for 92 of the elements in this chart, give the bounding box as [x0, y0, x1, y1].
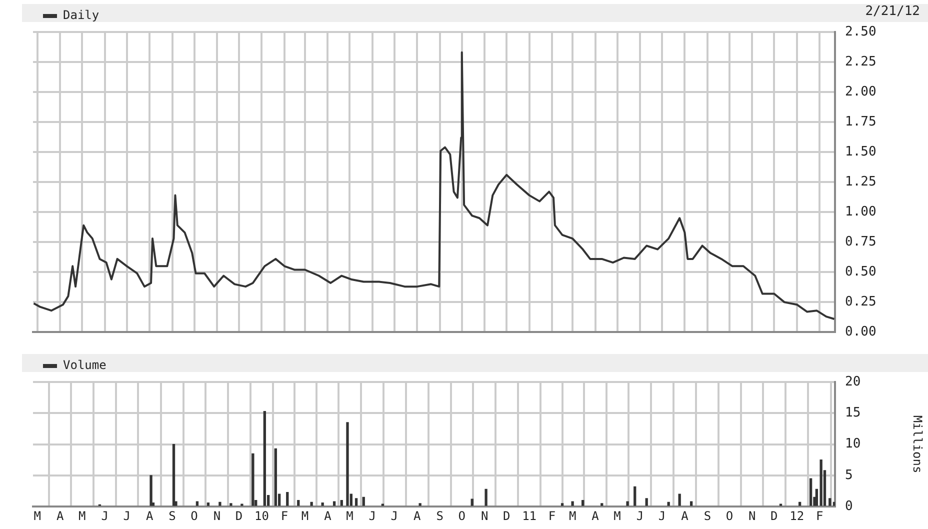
bar — [828, 498, 832, 506]
x-tick-label: 10 — [254, 508, 269, 523]
y-tick-label: 1.25 — [845, 174, 876, 190]
y-tick-label: 15 — [845, 406, 861, 421]
x-tick-label: F — [548, 508, 556, 523]
bar — [484, 488, 488, 506]
x-tick-label: D — [502, 508, 510, 523]
x-tick-label: O — [458, 508, 466, 523]
bar — [340, 500, 343, 506]
x-tick-label: D — [770, 508, 778, 523]
x-tick-label: S — [436, 508, 444, 523]
x-tick-label: J — [636, 508, 644, 523]
bar — [634, 486, 636, 506]
y-tick-label: 2.00 — [845, 84, 876, 100]
y-tick-label: 0.00 — [845, 324, 876, 340]
bar — [172, 444, 176, 506]
x-tick-label: S — [704, 508, 712, 523]
x-tick-label: M — [568, 508, 576, 523]
x-tick-label: A — [681, 508, 690, 523]
bar — [196, 501, 199, 506]
x-tick-label: N — [480, 508, 488, 523]
y-tick-label: 5 — [845, 468, 853, 483]
x-tick-label: J — [123, 508, 130, 523]
y-tick-label: 0.75 — [845, 234, 876, 250]
text: 2/21/12 — [865, 4, 920, 19]
y-tick-label: 1.00 — [845, 204, 876, 220]
x-tick-label: A — [592, 508, 600, 523]
x-tick-label: M — [78, 508, 86, 523]
x-tick-label: J — [368, 508, 376, 523]
bar — [286, 492, 289, 506]
bar — [645, 498, 648, 506]
x-tick-label: J — [390, 508, 398, 523]
x-tick-label: N — [748, 508, 756, 523]
x-tick-label: O — [190, 508, 198, 523]
x-tick-label: 12 — [790, 508, 804, 523]
bar — [206, 502, 210, 506]
y-tick-label: 0 — [845, 498, 853, 514]
bar — [470, 498, 474, 506]
x-tick-label: M — [346, 508, 354, 523]
bar — [690, 501, 693, 506]
x-tick-label: A — [324, 508, 332, 523]
x-tick-label: J — [101, 508, 108, 523]
y-tick-label: 1.75 — [845, 114, 876, 130]
x-tick-label: 11 — [522, 508, 537, 523]
bar — [310, 502, 313, 506]
x-tick-label: D — [235, 508, 243, 523]
bar — [581, 500, 584, 506]
x-tick-label: O — [726, 508, 734, 523]
bar — [418, 503, 422, 506]
x-tick-label: M — [34, 508, 42, 523]
y-tick-label: 2.25 — [845, 54, 876, 70]
bar — [263, 410, 266, 506]
bar — [820, 460, 822, 506]
bar — [230, 503, 232, 506]
bar — [274, 448, 277, 506]
bar — [809, 478, 812, 506]
bar — [798, 502, 802, 506]
y-tick-label: 0.25 — [845, 294, 876, 310]
bar — [571, 501, 574, 506]
bar — [321, 502, 324, 506]
y-tick-label: 20 — [845, 374, 861, 390]
x-tick-label: A — [414, 508, 422, 523]
bar — [560, 503, 564, 506]
bar — [150, 475, 152, 506]
y-tick-label: 1.50 — [845, 144, 876, 160]
y-tick-label: 2.50 — [845, 24, 876, 40]
y-tick-label: 0.50 — [845, 264, 876, 280]
bar — [354, 498, 358, 506]
bar — [218, 502, 222, 506]
legend-label: Daily — [63, 8, 100, 22]
y-tick-label: 10 — [845, 436, 861, 452]
bar — [332, 501, 336, 506]
x-tick-label: F — [280, 508, 288, 523]
bar — [678, 494, 681, 506]
x-tick-label: M — [614, 508, 621, 523]
x-tick-label: J — [658, 508, 666, 523]
bar — [297, 500, 300, 506]
bar — [626, 501, 629, 506]
x-tick-label: M — [301, 508, 309, 523]
y-axis-title: Millions — [910, 415, 925, 474]
bar — [667, 502, 670, 506]
bar — [346, 422, 349, 506]
x-tick-label: N — [213, 508, 221, 523]
x-tick-label: F — [816, 508, 824, 523]
x-tick-label: S — [168, 508, 176, 523]
bar — [362, 496, 365, 506]
legend-label: Volume — [63, 358, 106, 372]
bar — [600, 503, 604, 506]
x-tick-label: A — [146, 508, 154, 523]
bar — [832, 502, 835, 506]
x-tick-label: A — [56, 508, 65, 523]
bar — [252, 453, 254, 506]
